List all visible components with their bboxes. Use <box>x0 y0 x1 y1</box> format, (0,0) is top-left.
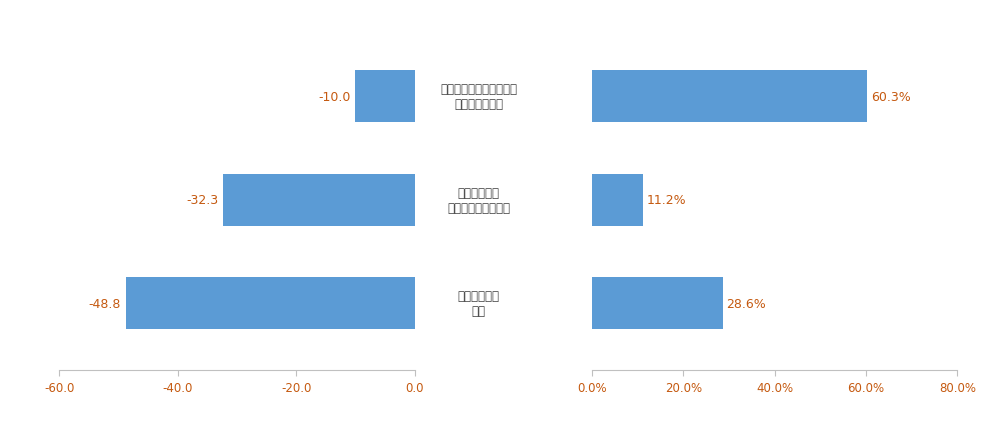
Text: 28.6%: 28.6% <box>726 297 765 310</box>
Text: 60.3%: 60.3% <box>871 90 910 104</box>
Text: -32.3: -32.3 <box>186 194 218 207</box>
Bar <box>125 278 414 329</box>
Bar <box>592 174 643 226</box>
Bar <box>355 71 414 123</box>
Bar <box>592 71 867 123</box>
Text: 11.2%: 11.2% <box>647 194 686 207</box>
Bar <box>592 278 722 329</box>
Text: -48.8: -48.8 <box>89 297 120 310</box>
Bar <box>223 174 414 226</box>
Text: 分からない・
未定: 分からない・ 未定 <box>458 290 499 317</box>
Text: -10.0: -10.0 <box>317 90 350 104</box>
Text: 変更したい・
変更を検討している: 変更したい・ 変更を検討している <box>447 186 510 214</box>
Text: 変更したいと思わない・
検討していない: 変更したいと思わない・ 検討していない <box>440 83 517 111</box>
